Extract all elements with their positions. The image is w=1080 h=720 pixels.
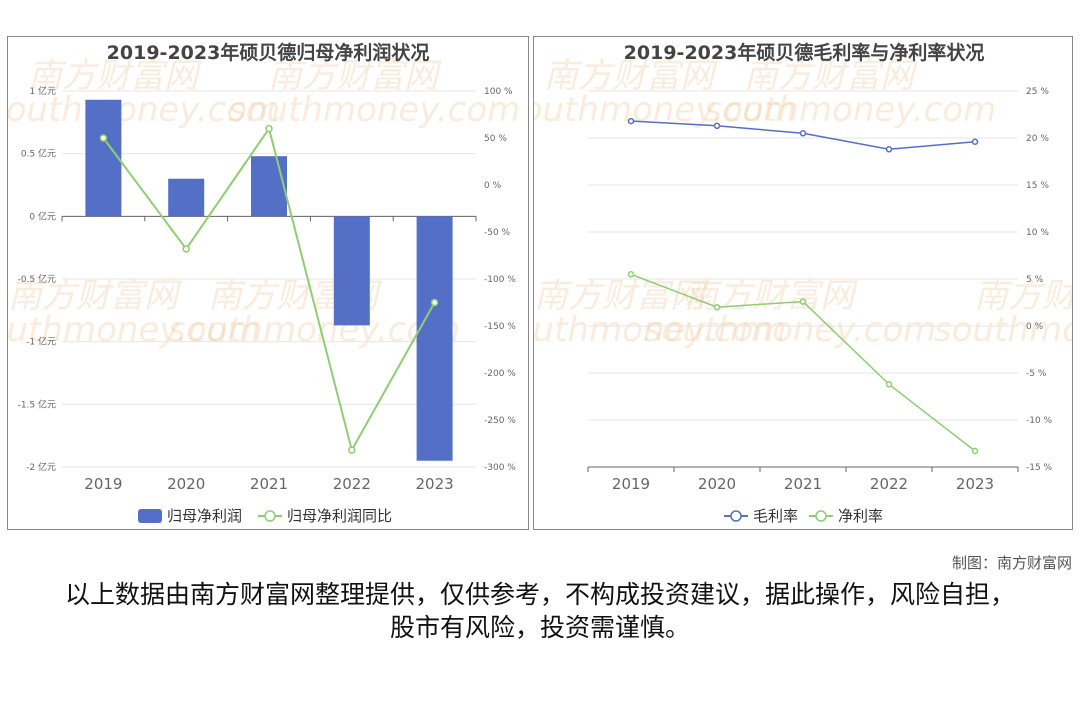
chart-panel-net-profit: 南方财富网 southmoney.com 南方财富网 southmoney.com 南方… [0,36,529,530]
legend-marker-gross-margin [730,510,742,522]
legend-label-gross-margin: 毛利率 [753,507,798,525]
x-tick-label: 2021 [250,475,288,493]
watermark-en: southmoney.com [228,90,520,130]
y-right-tick-label: 50 % [484,134,507,144]
point-yoy-growth-2022 [348,446,356,454]
y-right-tick-label: -150 % [484,322,516,332]
y-right-tick-label: 0 % [484,181,502,191]
x-tick-label: 2019 [84,475,122,493]
y-right-tick-label: -100 % [484,275,516,285]
watermark-en: southmoney.com [704,90,996,130]
point-gross-margin-2020 [713,122,721,130]
y-left-tick-label: 1 亿元 [29,85,56,97]
point-net-margin-2023 [971,447,979,455]
chart-credit: 制图：南方财富网 [951,554,1072,572]
watermark-cn: 南方财富网 [268,56,442,96]
point-yoy-growth-2023 [430,298,439,307]
legend-label-net-profit: 归母净利润 [167,507,242,525]
watermark-en: southmoney.com [934,310,1072,350]
point-net-margin-2020 [713,303,721,311]
legend-marker-net-margin [815,510,827,522]
point-gross-margin-2021 [799,130,807,137]
point-net-margin-2021 [799,298,807,305]
point-gross-margin-2019 [627,117,635,125]
chart-title: 2019-2023年硕贝德归母净利润状况 [107,41,430,64]
y-right-tick-label: 15 % [1026,181,1049,191]
watermark-cn: 南方财富网 [974,276,1072,316]
y-left-tick-label: -1.5 亿元 [18,398,56,410]
x-tick-label: 2020 [167,475,205,493]
chart-title: 2019-2023年硕贝德毛利率与净利率状况 [624,41,985,64]
watermark-cn: 南方财富网 [28,56,202,96]
bar-net-profit-2023 [416,216,453,461]
point-net-margin-2019 [627,271,635,278]
watermark-en: southmoney.com [644,310,936,350]
net-profit-chart: 南方财富网southmoney.com南方财富网southmoney.com南方… [0,41,520,525]
chart-panel-margins: 南方财富网southmoney.com南方财富网southmoney.com南方… [494,36,1080,530]
x-tick-label: 2019 [612,475,650,493]
y-right-tick-label: -5 % [1026,369,1047,379]
point-net-margin-2022 [885,381,893,388]
point-yoy-growth-2020 [182,245,190,253]
watermark-cn: 南方财富网 [544,56,718,96]
x-tick-label: 2023 [416,475,454,493]
legend-label-yoy-growth: 归母净利润同比 [287,507,392,525]
y-right-tick-label: -10 % [1026,416,1053,426]
x-tick-label: 2021 [784,475,822,493]
watermark-cn: 南方财富网 [534,276,708,316]
watermark-cn: 南方财富网 [744,56,918,96]
bar-net-profit-2022 [333,216,370,326]
y-right-tick-label: 5 % [1026,275,1044,285]
y-right-tick-label: -250 % [484,416,516,426]
point-gross-margin-2022 [885,146,893,153]
legend-marker-yoy-growth [264,510,276,522]
watermark-en: southmoney.com [8,310,260,350]
watermark-cn: 南方财富网 [684,276,858,316]
margin-chart: 南方财富网southmoney.com南方财富网southmoney.com南方… [494,41,1080,525]
watermark-en: southmoney.com [534,310,786,350]
y-right-tick-label: 20 % [1026,134,1049,144]
y-right-tick-label: 100 % [484,87,513,97]
y-right-tick-label: 0 % [1026,322,1044,332]
y-right-tick-label: 10 % [1026,228,1049,238]
y-right-tick-label: -300 % [484,463,516,473]
y-left-tick-label: 0.5 亿元 [21,148,56,160]
x-tick-label: 2020 [698,475,736,493]
point-yoy-growth-2019 [99,134,108,142]
x-tick-label: 2022 [870,475,908,493]
legend-label-net-margin: 净利率 [838,507,883,525]
disclaimer-text: 以上数据由南方财富网整理提供，仅供参考，不构成投资建议，据此操作，风险自担，股市… [64,580,1015,642]
x-tick-label: 2023 [956,475,994,493]
point-gross-margin-2023 [971,138,979,146]
y-right-tick-label: -50 % [484,228,511,238]
point-yoy-growth-2021 [265,124,273,133]
y-left-tick-label: 0 亿元 [29,210,56,222]
watermark-cn: 南方财富网 [8,276,182,316]
bar-net-profit-2021 [251,156,287,217]
legend-swatch-net-profit [138,509,162,523]
y-right-tick-label: -200 % [484,369,516,379]
bar-net-profit-2020 [168,178,205,217]
watermark-en: southmoney.com [8,90,280,130]
y-right-tick-label: -15 % [1026,463,1053,473]
x-tick-label: 2022 [333,475,371,493]
bar-net-profit-2019 [85,99,122,217]
y-right-tick-label: 25 % [1026,87,1049,97]
watermark-en: southmoney.com [534,90,796,130]
y-left-tick-label: -2 亿元 [26,461,56,473]
y-left-tick-label: -0.5 亿元 [18,273,56,285]
y-left-tick-label: -1 亿元 [26,336,56,348]
